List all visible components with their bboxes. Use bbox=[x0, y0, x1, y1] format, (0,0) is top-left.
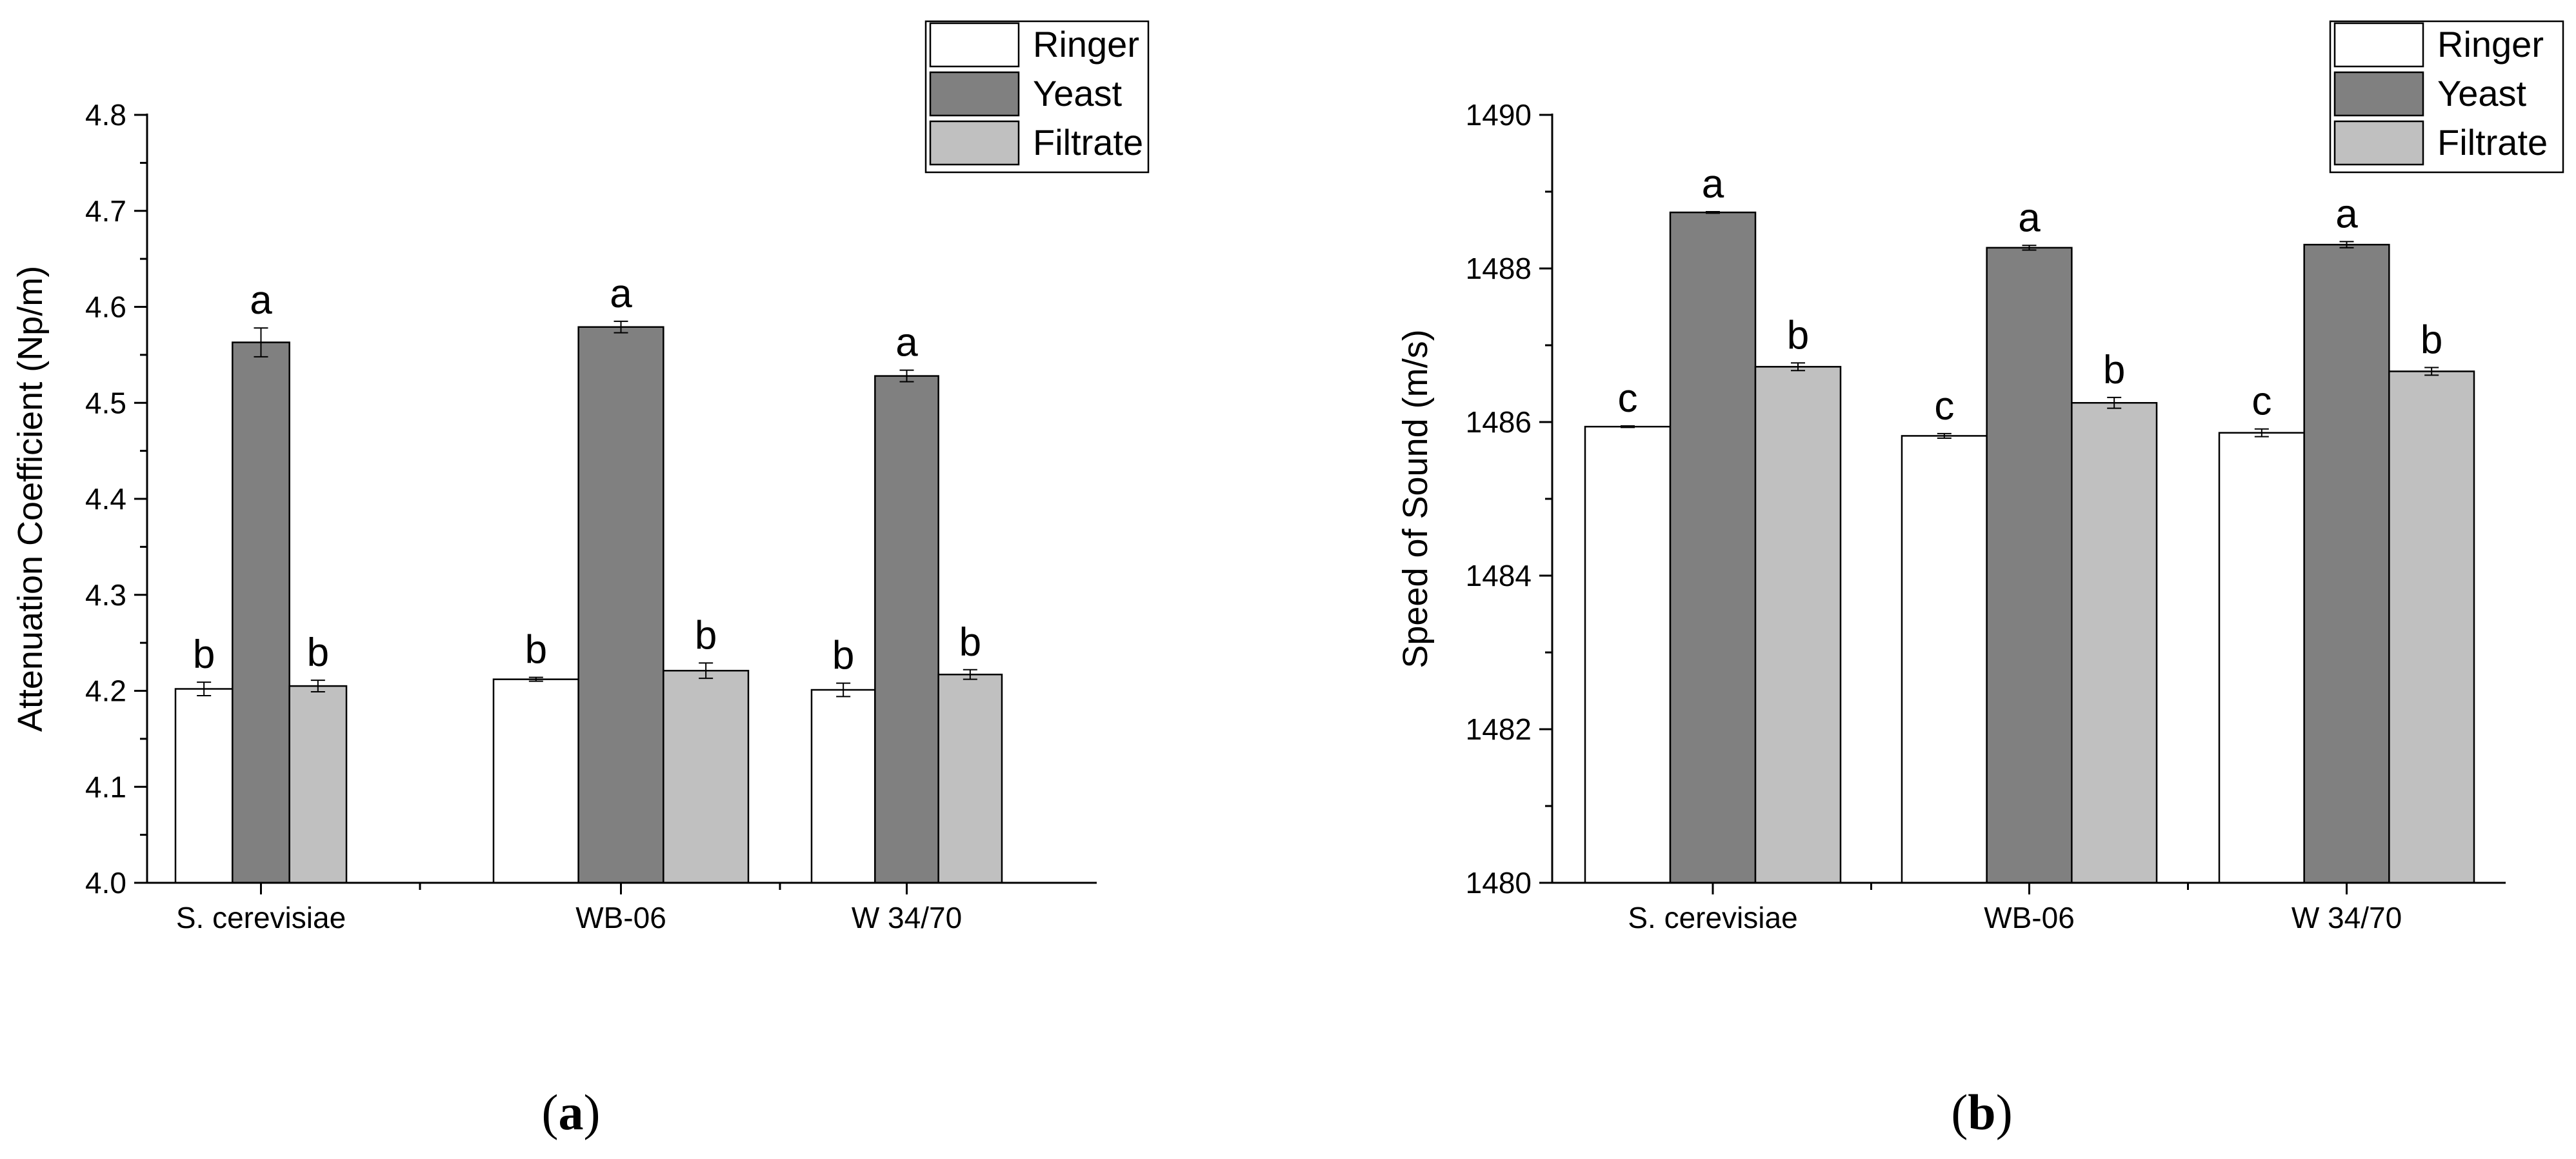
y-tick-label: 1484 bbox=[1466, 559, 1532, 592]
x-tick-label: WB-06 bbox=[1984, 901, 2075, 934]
bar bbox=[1669, 211, 1757, 884]
significance-letter: b bbox=[2103, 348, 2125, 392]
significance-letter: c bbox=[2252, 379, 2271, 424]
bar bbox=[1901, 435, 1988, 884]
y-tick-label: 4.5 bbox=[85, 386, 126, 419]
legend-label: Yeast bbox=[2437, 73, 2527, 114]
y-tick-label: 1480 bbox=[1466, 866, 1532, 900]
significance-letter: c bbox=[1618, 376, 1638, 421]
x-tick-label: S. cerevisiae bbox=[176, 901, 346, 934]
legend-swatch bbox=[2333, 120, 2424, 166]
y-axis-label: Speed of Sound (m/s) bbox=[1396, 329, 1435, 668]
significance-letter: a bbox=[895, 321, 918, 365]
bar bbox=[2388, 370, 2475, 884]
y-tick-label: 4.2 bbox=[85, 674, 126, 708]
significance-letter: b bbox=[695, 613, 717, 658]
x-tick-label: S. cerevisiae bbox=[1628, 901, 1797, 934]
significance-letter: b bbox=[959, 620, 981, 665]
bar bbox=[174, 688, 234, 884]
significance-letter: c bbox=[1934, 384, 1954, 428]
bar bbox=[874, 375, 939, 884]
legend-label: Filtrate bbox=[1033, 122, 1143, 163]
panel-label-b: (b) bbox=[1951, 1084, 2012, 1140]
chart-speed-of-sound: c a b S. cerevisiae c a b WB-06 c a b W 34/70 1480 14… bbox=[1396, 20, 2564, 934]
legend-swatch bbox=[929, 120, 1020, 166]
significance-letter: a bbox=[2335, 192, 2358, 236]
bar bbox=[1584, 425, 1672, 884]
y-tick-label: 1486 bbox=[1466, 405, 1532, 439]
legend-swatch bbox=[929, 71, 1020, 117]
panel-label-a: (a) bbox=[542, 1084, 601, 1140]
bar bbox=[492, 678, 579, 884]
bar bbox=[2218, 432, 2305, 884]
bar bbox=[663, 670, 750, 884]
bar bbox=[2071, 402, 2158, 884]
chart-attenuation-coefficient: b a b S. cerevisiae b a b WB-06 b a b W 34/70 4.0 4.1… bbox=[11, 20, 1150, 934]
significance-letter: a bbox=[250, 278, 272, 323]
y-tick-label: 4.6 bbox=[85, 290, 126, 324]
bar bbox=[288, 685, 348, 884]
significance-letter: b bbox=[307, 630, 329, 675]
significance-letter: a bbox=[2018, 196, 2041, 240]
x-tick-label: W 34/70 bbox=[2291, 901, 2402, 934]
significance-letter: b bbox=[832, 634, 854, 678]
bar bbox=[577, 326, 664, 884]
legend-label: Ringer bbox=[2437, 24, 2544, 65]
bar bbox=[937, 673, 1003, 884]
legend-label: Ringer bbox=[1033, 24, 1139, 65]
significance-letter: b bbox=[1787, 313, 1809, 358]
y-tick-label: 4.3 bbox=[85, 578, 126, 612]
y-axis-label: Attenuation Coefficient (Np/m) bbox=[11, 266, 50, 732]
x-tick-label: W 34/70 bbox=[852, 901, 962, 934]
significance-letter: b bbox=[525, 628, 547, 672]
y-tick-label: 1488 bbox=[1466, 252, 1532, 285]
x-tick-label: WB-06 bbox=[575, 901, 666, 934]
bar bbox=[1754, 366, 1842, 884]
bar bbox=[232, 341, 290, 884]
bar bbox=[2303, 243, 2390, 884]
bar bbox=[810, 689, 876, 884]
significance-letter: a bbox=[610, 272, 632, 316]
legend-label: Filtrate bbox=[2437, 122, 2548, 163]
legend-label: Yeast bbox=[1033, 73, 1123, 114]
bar bbox=[1986, 247, 2073, 884]
legend: Ringer Yeast Filtrate bbox=[2329, 20, 2564, 174]
y-tick-label: 1490 bbox=[1466, 98, 1532, 132]
significance-letter: b bbox=[2421, 318, 2442, 363]
legend-swatch bbox=[2333, 22, 2424, 68]
y-tick-label: 4.1 bbox=[85, 770, 126, 803]
y-tick-label: 4.4 bbox=[85, 482, 126, 516]
y-tick-label: 4.8 bbox=[85, 98, 126, 132]
y-tick-label: 1482 bbox=[1466, 712, 1532, 746]
y-tick-label: 4.7 bbox=[85, 194, 126, 228]
y-tick-label: 4.0 bbox=[85, 866, 126, 900]
significance-letter: b bbox=[193, 632, 215, 677]
legend-swatch bbox=[929, 22, 1020, 68]
significance-letter: a bbox=[1702, 162, 1724, 207]
legend-swatch bbox=[2333, 71, 2424, 117]
legend: Ringer Yeast Filtrate bbox=[924, 20, 1150, 174]
